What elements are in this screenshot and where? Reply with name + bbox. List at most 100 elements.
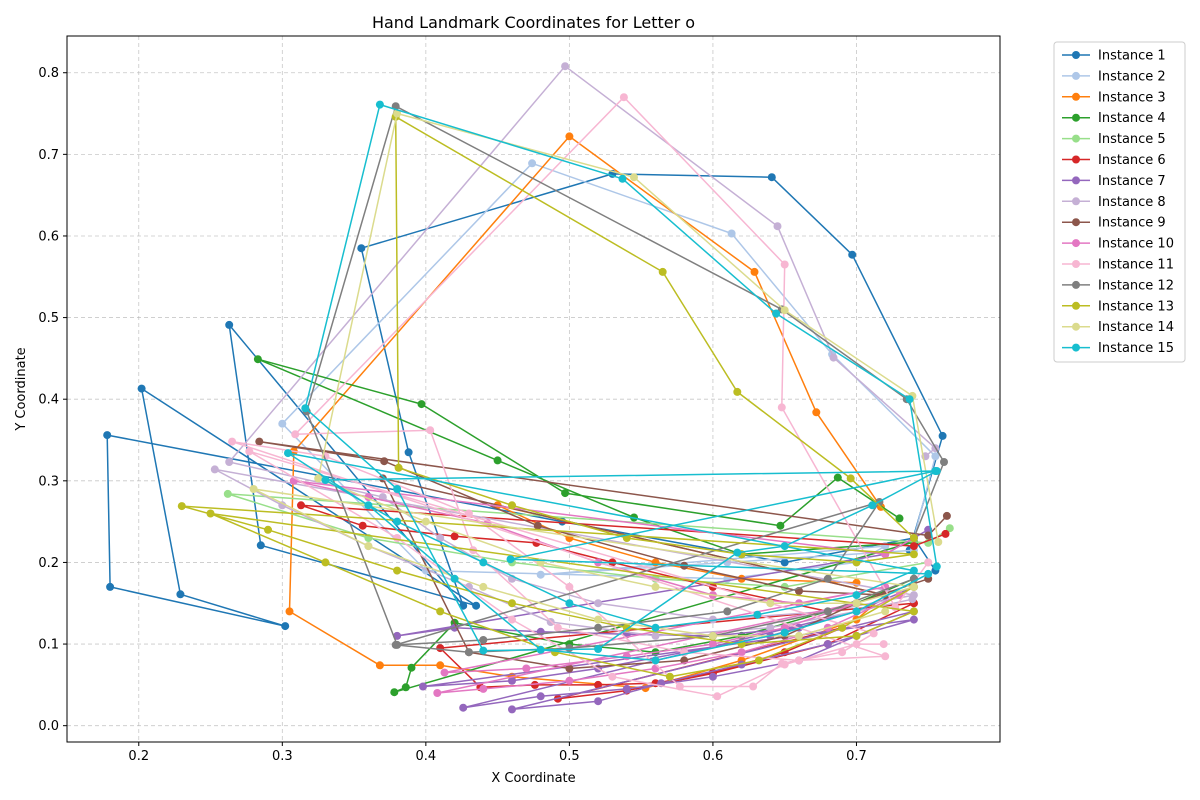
data-point: [780, 628, 789, 637]
data-point: [879, 640, 888, 649]
x-tick-label: 0.4: [416, 749, 437, 764]
data-point: [594, 599, 603, 608]
data-point: [829, 353, 838, 362]
data-point: [106, 582, 115, 591]
data-point: [393, 566, 402, 575]
data-point: [838, 648, 847, 657]
data-point: [905, 395, 914, 404]
data-point: [881, 607, 890, 616]
data-point: [565, 599, 574, 608]
data-point: [565, 582, 574, 591]
data-point: [708, 672, 717, 681]
data-point: [733, 387, 742, 396]
legend-label: Instance 11: [1098, 258, 1174, 273]
data-point: [255, 437, 264, 446]
data-point: [733, 548, 742, 557]
data-point: [932, 562, 941, 571]
data-point: [206, 509, 215, 518]
data-point: [375, 661, 384, 670]
data-point: [881, 652, 890, 661]
data-point: [284, 449, 292, 458]
data-point: [536, 645, 545, 654]
data-point: [608, 672, 617, 681]
data-point: [522, 664, 531, 673]
data-point: [594, 623, 603, 632]
data-point: [846, 474, 855, 483]
data-point: [223, 489, 232, 498]
data-point: [909, 550, 918, 559]
data-point: [780, 558, 789, 567]
data-point: [314, 474, 323, 483]
data-point: [909, 582, 918, 591]
data-point: [561, 62, 570, 71]
legend-marker: [1072, 218, 1080, 227]
data-point: [766, 599, 775, 608]
data-point: [909, 542, 918, 551]
data-point: [909, 566, 918, 575]
data-point: [380, 457, 389, 466]
legend-label: Instance 6: [1098, 153, 1166, 168]
data-point: [651, 582, 660, 591]
data-point: [945, 524, 954, 533]
chart-title: Hand Landmark Coordinates for Letter o: [372, 13, 695, 32]
legend-marker: [1072, 322, 1080, 331]
data-point: [479, 636, 488, 644]
data-point: [281, 622, 290, 631]
data-point: [479, 684, 488, 693]
data-point: [852, 640, 861, 649]
data-point: [450, 532, 459, 541]
legend-marker: [1072, 301, 1080, 310]
legend-label: Instance 1: [1098, 49, 1166, 64]
y-tick-label: 0.7: [38, 148, 59, 163]
data-point: [393, 534, 402, 542]
data-point: [391, 640, 400, 649]
data-point: [565, 676, 574, 685]
data-point: [228, 437, 237, 446]
data-point: [823, 607, 832, 616]
data-point: [436, 534, 445, 542]
data-point: [375, 100, 384, 109]
data-point: [737, 648, 746, 657]
data-point: [256, 541, 265, 550]
legend-marker: [1072, 71, 1080, 80]
data-point: [749, 682, 758, 691]
legend-label: Instance 2: [1098, 69, 1166, 84]
legend-label: Instance 9: [1098, 216, 1166, 231]
data-point: [407, 663, 416, 672]
data-point: [630, 173, 638, 182]
data-point: [852, 631, 861, 640]
data-point: [401, 683, 410, 692]
y-axis-label: Y Coordinate: [14, 347, 29, 431]
data-point: [767, 173, 776, 182]
data-point: [536, 570, 545, 579]
y-tick-label: 0.6: [38, 229, 59, 244]
data-point: [533, 521, 542, 530]
x-tick-label: 0.2: [128, 749, 149, 764]
data-point: [594, 697, 603, 706]
data-point: [713, 692, 722, 701]
data-series: [103, 62, 954, 714]
data-point: [618, 174, 627, 183]
data-point: [909, 615, 918, 624]
data-point: [909, 534, 918, 542]
series-line: [227, 493, 951, 588]
data-point: [493, 456, 502, 465]
data-point: [708, 615, 717, 624]
data-point: [940, 458, 948, 466]
data-point: [436, 644, 445, 653]
data-point: [773, 222, 782, 231]
data-point: [264, 525, 272, 534]
data-point: [390, 688, 399, 697]
data-point: [506, 555, 515, 564]
data-point: [479, 582, 488, 591]
data-point: [536, 692, 545, 701]
data-point: [404, 448, 413, 457]
x-axis-label: X Coordinate: [491, 771, 575, 786]
data-point: [651, 664, 660, 673]
data-point: [665, 672, 674, 681]
data-point: [321, 558, 330, 567]
y-tick-label: 0.0: [38, 719, 59, 734]
data-point: [419, 682, 427, 691]
data-point: [708, 640, 717, 649]
data-point: [393, 109, 402, 118]
